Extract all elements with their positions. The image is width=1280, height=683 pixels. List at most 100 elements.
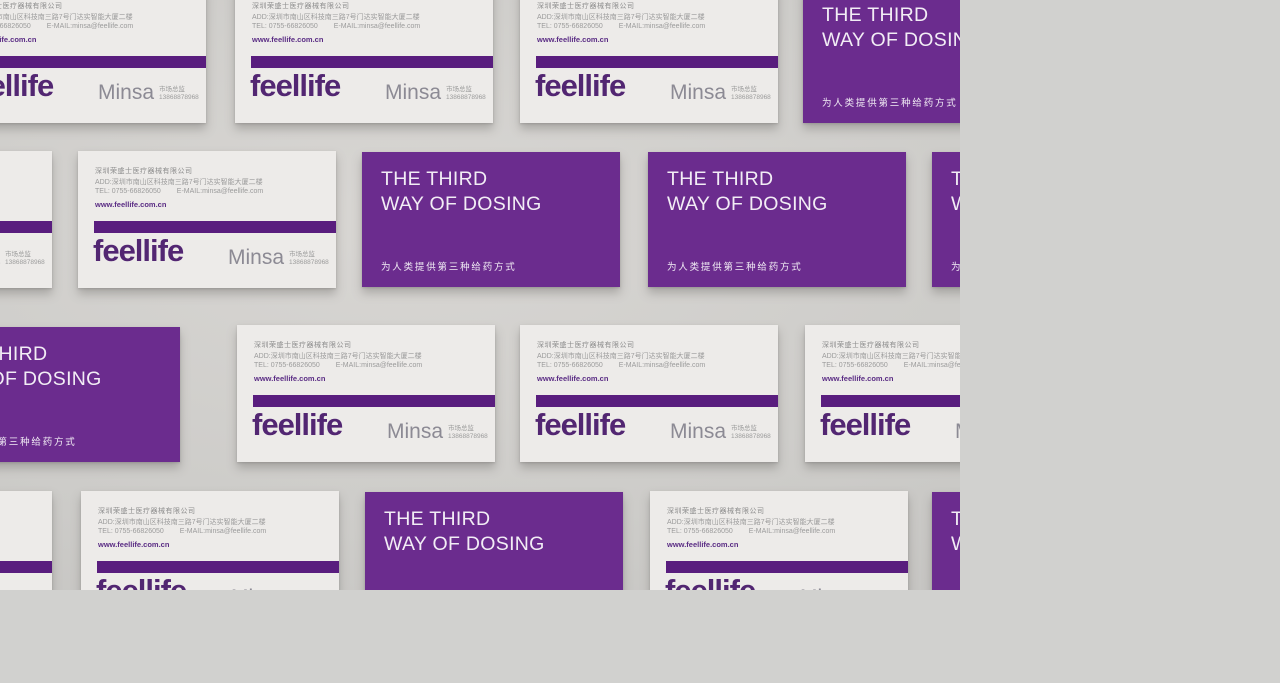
business-card-back: THE THIRD WAY OF DOSING 为人类提供第三种给药方式 [0, 327, 180, 462]
email-text: E-MAIL:minsa@feellife.com [618, 362, 706, 369]
contact-line: TEL: 0755-66826050 E-MAIL:minsa@feellife.… [0, 22, 133, 31]
tel-text: TEL: 0755-66826050 [537, 23, 603, 30]
business-card-back: THE THIRD WAY OF DOSING 为人类提供第三种给药方式 [362, 152, 620, 287]
feellife-logo: feellife [820, 407, 911, 442]
email-text: E-MAIL:minsa@feellife.com [46, 23, 134, 30]
person-name: Minsa [955, 421, 960, 442]
feellife-logo: feellife [535, 407, 626, 442]
contact-line: TEL: 0755-66826050 E-MAIL:minsa@feellife.… [822, 361, 960, 370]
company-name: 深圳荣盛士医疗器械有限公司 [95, 168, 193, 175]
website-url: www.feellife.com.cn [0, 35, 37, 44]
person-block: Minsa 市场总监 13868878968 [0, 247, 45, 268]
card-headline: THE THIRD WAY OF DOSING [381, 167, 542, 216]
tel-text: TEL: 0755-66826050 [98, 528, 164, 535]
business-card-front: 深圳荣盛士医疗器械有限公司 ADD:深圳市南山区科技南三路7号门达实智能大厦二楼… [0, 491, 52, 590]
contact-line: TEL: 0755-66826050 E-MAIL:minsa@feellife.… [667, 527, 835, 536]
card-tagline: 为人类提供第三种给药方式 [822, 98, 958, 109]
person-name: Minsa [800, 587, 856, 590]
headline-line1: THE THIRD [822, 4, 929, 26]
business-card-front: 深圳荣盛士医疗器械有限公司 ADD:深圳市南山区科技南三路7号门达实智能大厦二楼… [81, 491, 339, 590]
email-text: E-MAIL:minsa@feellife.com [335, 362, 423, 369]
feellife-logo: feellife [250, 68, 341, 103]
website-url: www.feellife.com.cn [254, 374, 326, 383]
card-tagline: 为人类提供第三种给药方式 [0, 437, 77, 448]
contact-line: TEL: 0755-66826050 E-MAIL:minsa@feellife.… [537, 361, 705, 370]
brand-bar [251, 56, 493, 68]
tel-text: TEL: 0755-66826050 [254, 362, 320, 369]
address-line: ADD:深圳市南山区科技南三路7号门达实智能大厦二楼 [252, 14, 420, 21]
company-name: 深圳荣盛士医疗器械有限公司 [252, 3, 350, 10]
website-url: www.feellife.com.cn [98, 540, 170, 549]
person-block: Minsa 市场总监 13868878968 [955, 421, 960, 442]
person-title: 市场总监 [446, 86, 473, 93]
person-block: Minsa 市场总监 13868878968 [800, 587, 901, 590]
email-text: E-MAIL:minsa@feellife.com [903, 362, 960, 369]
feellife-logo: feellife [93, 233, 184, 268]
person-title: 市场总监 [289, 251, 316, 258]
person-title: 市场总监 [5, 251, 32, 258]
address-block: ADD:深圳市南山区科技南三路7号门达实智能大厦二楼 TEL: 0755-668… [537, 13, 705, 31]
business-card-front: 深圳荣盛士医疗器械有限公司 ADD:深圳市南山区科技南三路7号门达实智能大厦二楼… [237, 325, 495, 462]
company-name: 深圳荣盛士医疗器械有限公司 [537, 342, 635, 349]
email-text: E-MAIL:minsa@feellife.com [748, 528, 836, 535]
address-block: ADD:深圳市南山区科技南三路7号门达实智能大厦二楼 TEL: 0755-668… [254, 352, 422, 370]
feellife-logo: feellife [0, 68, 54, 103]
headline-line1: THE THIRD [0, 343, 48, 365]
card-tagline: 为人类提供第三种给药方式 [667, 262, 803, 273]
address-line: ADD:深圳市南山区科技南三路7号门达实智能大厦二楼 [0, 14, 133, 21]
card-headline: THE THIRD WAY OF DOSING [951, 167, 960, 216]
tel-text: TEL: 0755-66826050 [0, 23, 31, 30]
card-tagline: 为人类提供第三种给药方式 [951, 262, 960, 273]
person-name: Minsa [670, 81, 727, 104]
tel-text: TEL: 0755-66826050 [667, 528, 733, 535]
business-card-front: 深圳荣盛士医疗器械有限公司 ADD:深圳市南山区科技南三路7号门达实智能大厦二楼… [805, 325, 960, 462]
business-card-back: THE THIRD WAY OF DOSING 为人类提供第三种给药方式 [365, 492, 623, 590]
company-name: 深圳荣盛士医疗器械有限公司 [254, 342, 352, 349]
headline-line2: WAY OF DOSING [384, 532, 545, 555]
headline-line1: THE THIRD [381, 168, 488, 190]
person-block: Minsa 市场总监 13868878968 [387, 421, 488, 442]
business-card-front: 深圳荣盛士医疗器械有限公司 ADD:深圳市南山区科技南三路7号门达实智能大厦二楼… [650, 491, 908, 590]
person-block: Minsa 市场总监 13868878968 [385, 81, 486, 104]
person-name: Minsa [670, 420, 727, 443]
address-block: ADD:深圳市南山区科技南三路7号门达实智能大厦二楼 TEL: 0755-668… [0, 13, 133, 31]
person-block: Minsa 市场总监 13868878968 [231, 587, 332, 590]
tel-text: TEL: 0755-66826050 [95, 188, 161, 195]
person-block: Minsa 市场总监 13868878968 [670, 420, 771, 443]
email-text: E-MAIL:minsa@feellife.com [333, 23, 421, 30]
website-url: www.feellife.com.cn [667, 540, 739, 549]
business-card-front: 深圳荣盛士医疗器械有限公司 ADD:深圳市南山区科技南三路7号门达实智能大厦二楼… [0, 0, 206, 123]
company-name: 深圳荣盛士医疗器械有限公司 [667, 508, 765, 515]
address-line: ADD:深圳市南山区科技南三路7号门达实智能大厦二楼 [537, 353, 705, 360]
business-card-front: 深圳荣盛士医疗器械有限公司 ADD:深圳市南山区科技南三路7号门达实智能大厦二楼… [520, 0, 778, 123]
person-phone: 13868878968 [159, 93, 199, 101]
address-block: ADD:深圳市南山区科技南三路7号门达实智能大厦二楼 TEL: 0755-668… [667, 518, 835, 536]
website-url: www.feellife.com.cn [822, 374, 894, 383]
person-phone: 13868878968 [289, 258, 329, 266]
person-block: Minsa 市场总监 13868878968 [98, 81, 199, 104]
email-text: E-MAIL:minsa@feellife.com [176, 188, 264, 195]
company-name: 深圳荣盛士医疗器械有限公司 [537, 3, 635, 10]
person-name: Minsa [385, 81, 442, 104]
person-title: 市场总监 [448, 425, 475, 432]
card-headline: THE THIRD WAY OF DOSING [0, 342, 102, 391]
person-phone: 13868878968 [731, 432, 771, 440]
headline-line1: THE THIRD [951, 508, 960, 530]
business-card-back: THE THIRD WAY OF DOSING 为人类提供第三种给药方式 [932, 492, 960, 590]
person-meta: 市场总监 13868878968 [731, 425, 771, 440]
headline-line2: WAY OF DOSING [0, 367, 102, 390]
website-url: www.feellife.com.cn [95, 200, 167, 209]
tel-text: TEL: 0755-66826050 [252, 23, 318, 30]
email-text: E-MAIL:minsa@feellife.com [179, 528, 267, 535]
contact-line: TEL: 0755-66826050 E-MAIL:minsa@feellife.… [98, 527, 266, 536]
person-name: Minsa [231, 587, 287, 590]
person-name: Minsa [228, 246, 285, 269]
business-card-front: 深圳荣盛士医疗器械有限公司 ADD:深圳市南山区科技南三路7号门达实智能大厦二楼… [0, 151, 52, 288]
person-meta: 市场总监 13868878968 [446, 86, 486, 101]
company-name: 深圳荣盛士医疗器械有限公司 [98, 508, 196, 515]
brand-bar [536, 395, 778, 407]
contact-line: TEL: 0755-66826050 E-MAIL:minsa@feellife.… [254, 361, 422, 370]
headline-line1: THE THIRD [384, 508, 491, 530]
tel-text: TEL: 0755-66826050 [822, 362, 888, 369]
person-name: Minsa [98, 81, 155, 104]
